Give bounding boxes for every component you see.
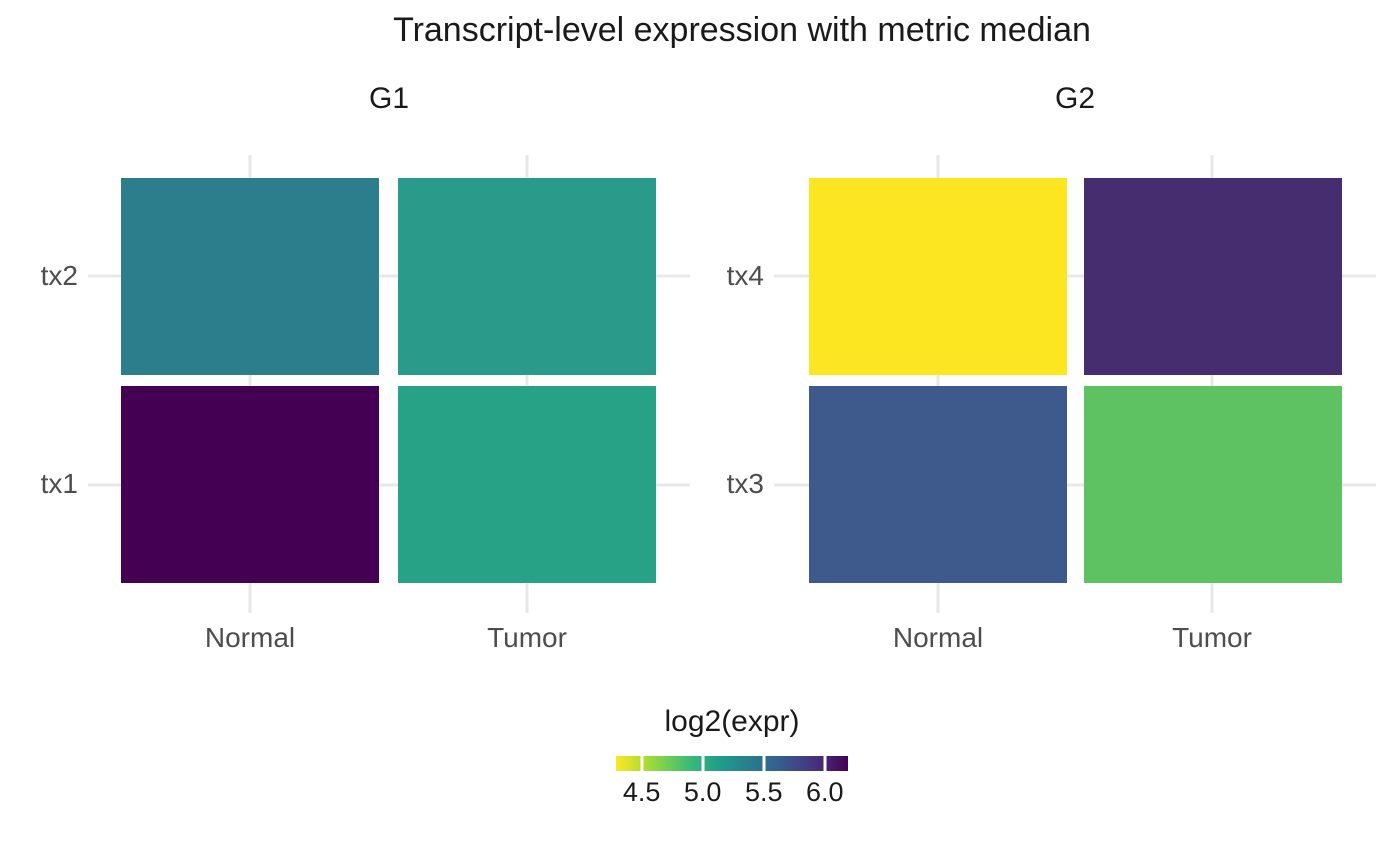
legend-title: log2(expr) [664, 705, 800, 738]
legend-tick-label: 6.0 [806, 777, 844, 807]
legend-tick-label: 4.5 [622, 777, 661, 807]
y-axis-label-tx2: tx2 [40, 260, 78, 291]
x-axis-label-g2-tumor: Tumor [1172, 622, 1252, 653]
x-axis-label-g1-normal: Normal [204, 622, 296, 653]
x-axis-label-g2-normal: Normal [892, 622, 984, 653]
heatmap-tile-g1-tx2-tumor [398, 178, 656, 375]
gridline [525, 155, 529, 613]
chart-title: Transcript-level expression with metric … [393, 11, 1091, 49]
heatmap-tile-g1-tx2-normal [121, 178, 379, 375]
legend-colorbar-tick [640, 756, 644, 771]
gridline [248, 155, 252, 613]
facet-strip-g1: G1 [368, 82, 410, 115]
facet-strip-g2: G2 [1054, 82, 1096, 115]
legend-colorbar-tick [823, 756, 827, 771]
heatmap-tile-g2-tx4-tumor [1084, 178, 1342, 375]
y-axis-label-tx1: tx1 [40, 468, 78, 499]
legend-colorbar-gradient [616, 756, 848, 771]
y-axis-label-tx4: tx4 [726, 260, 764, 291]
heatmap-tile-g2-tx4-normal [809, 178, 1067, 375]
gridline [1210, 155, 1214, 613]
gridline [88, 483, 690, 487]
legend: log2(expr) 4.5 5.0 5.5 6.0 [582, 702, 882, 811]
gridline [774, 274, 1376, 278]
gridline [936, 155, 940, 613]
legend-tick-label: 5.5 [744, 777, 783, 807]
x-axis-label-g1-tumor: Tumor [487, 622, 567, 653]
gridline [88, 274, 690, 278]
facet-panel-g1 [88, 155, 690, 613]
legend-tick-labels: 4.5 5.0 5.5 6.0 [616, 777, 848, 811]
legend-tick-label: 5.0 [683, 777, 722, 807]
legend-colorbar-tick [701, 756, 705, 771]
heatmap-tile-g2-tx3-tumor [1084, 386, 1342, 583]
gridline [774, 483, 1376, 487]
facet-panel-g2 [774, 155, 1376, 613]
y-axis-label-tx3: tx3 [726, 468, 764, 499]
legend-colorbar-tick [762, 756, 766, 771]
heatmap-tile-g1-tx1-tumor [398, 386, 656, 583]
heatmap-tile-g2-tx3-normal [809, 386, 1067, 583]
heatmap-tile-g1-tx1-normal [121, 386, 379, 583]
